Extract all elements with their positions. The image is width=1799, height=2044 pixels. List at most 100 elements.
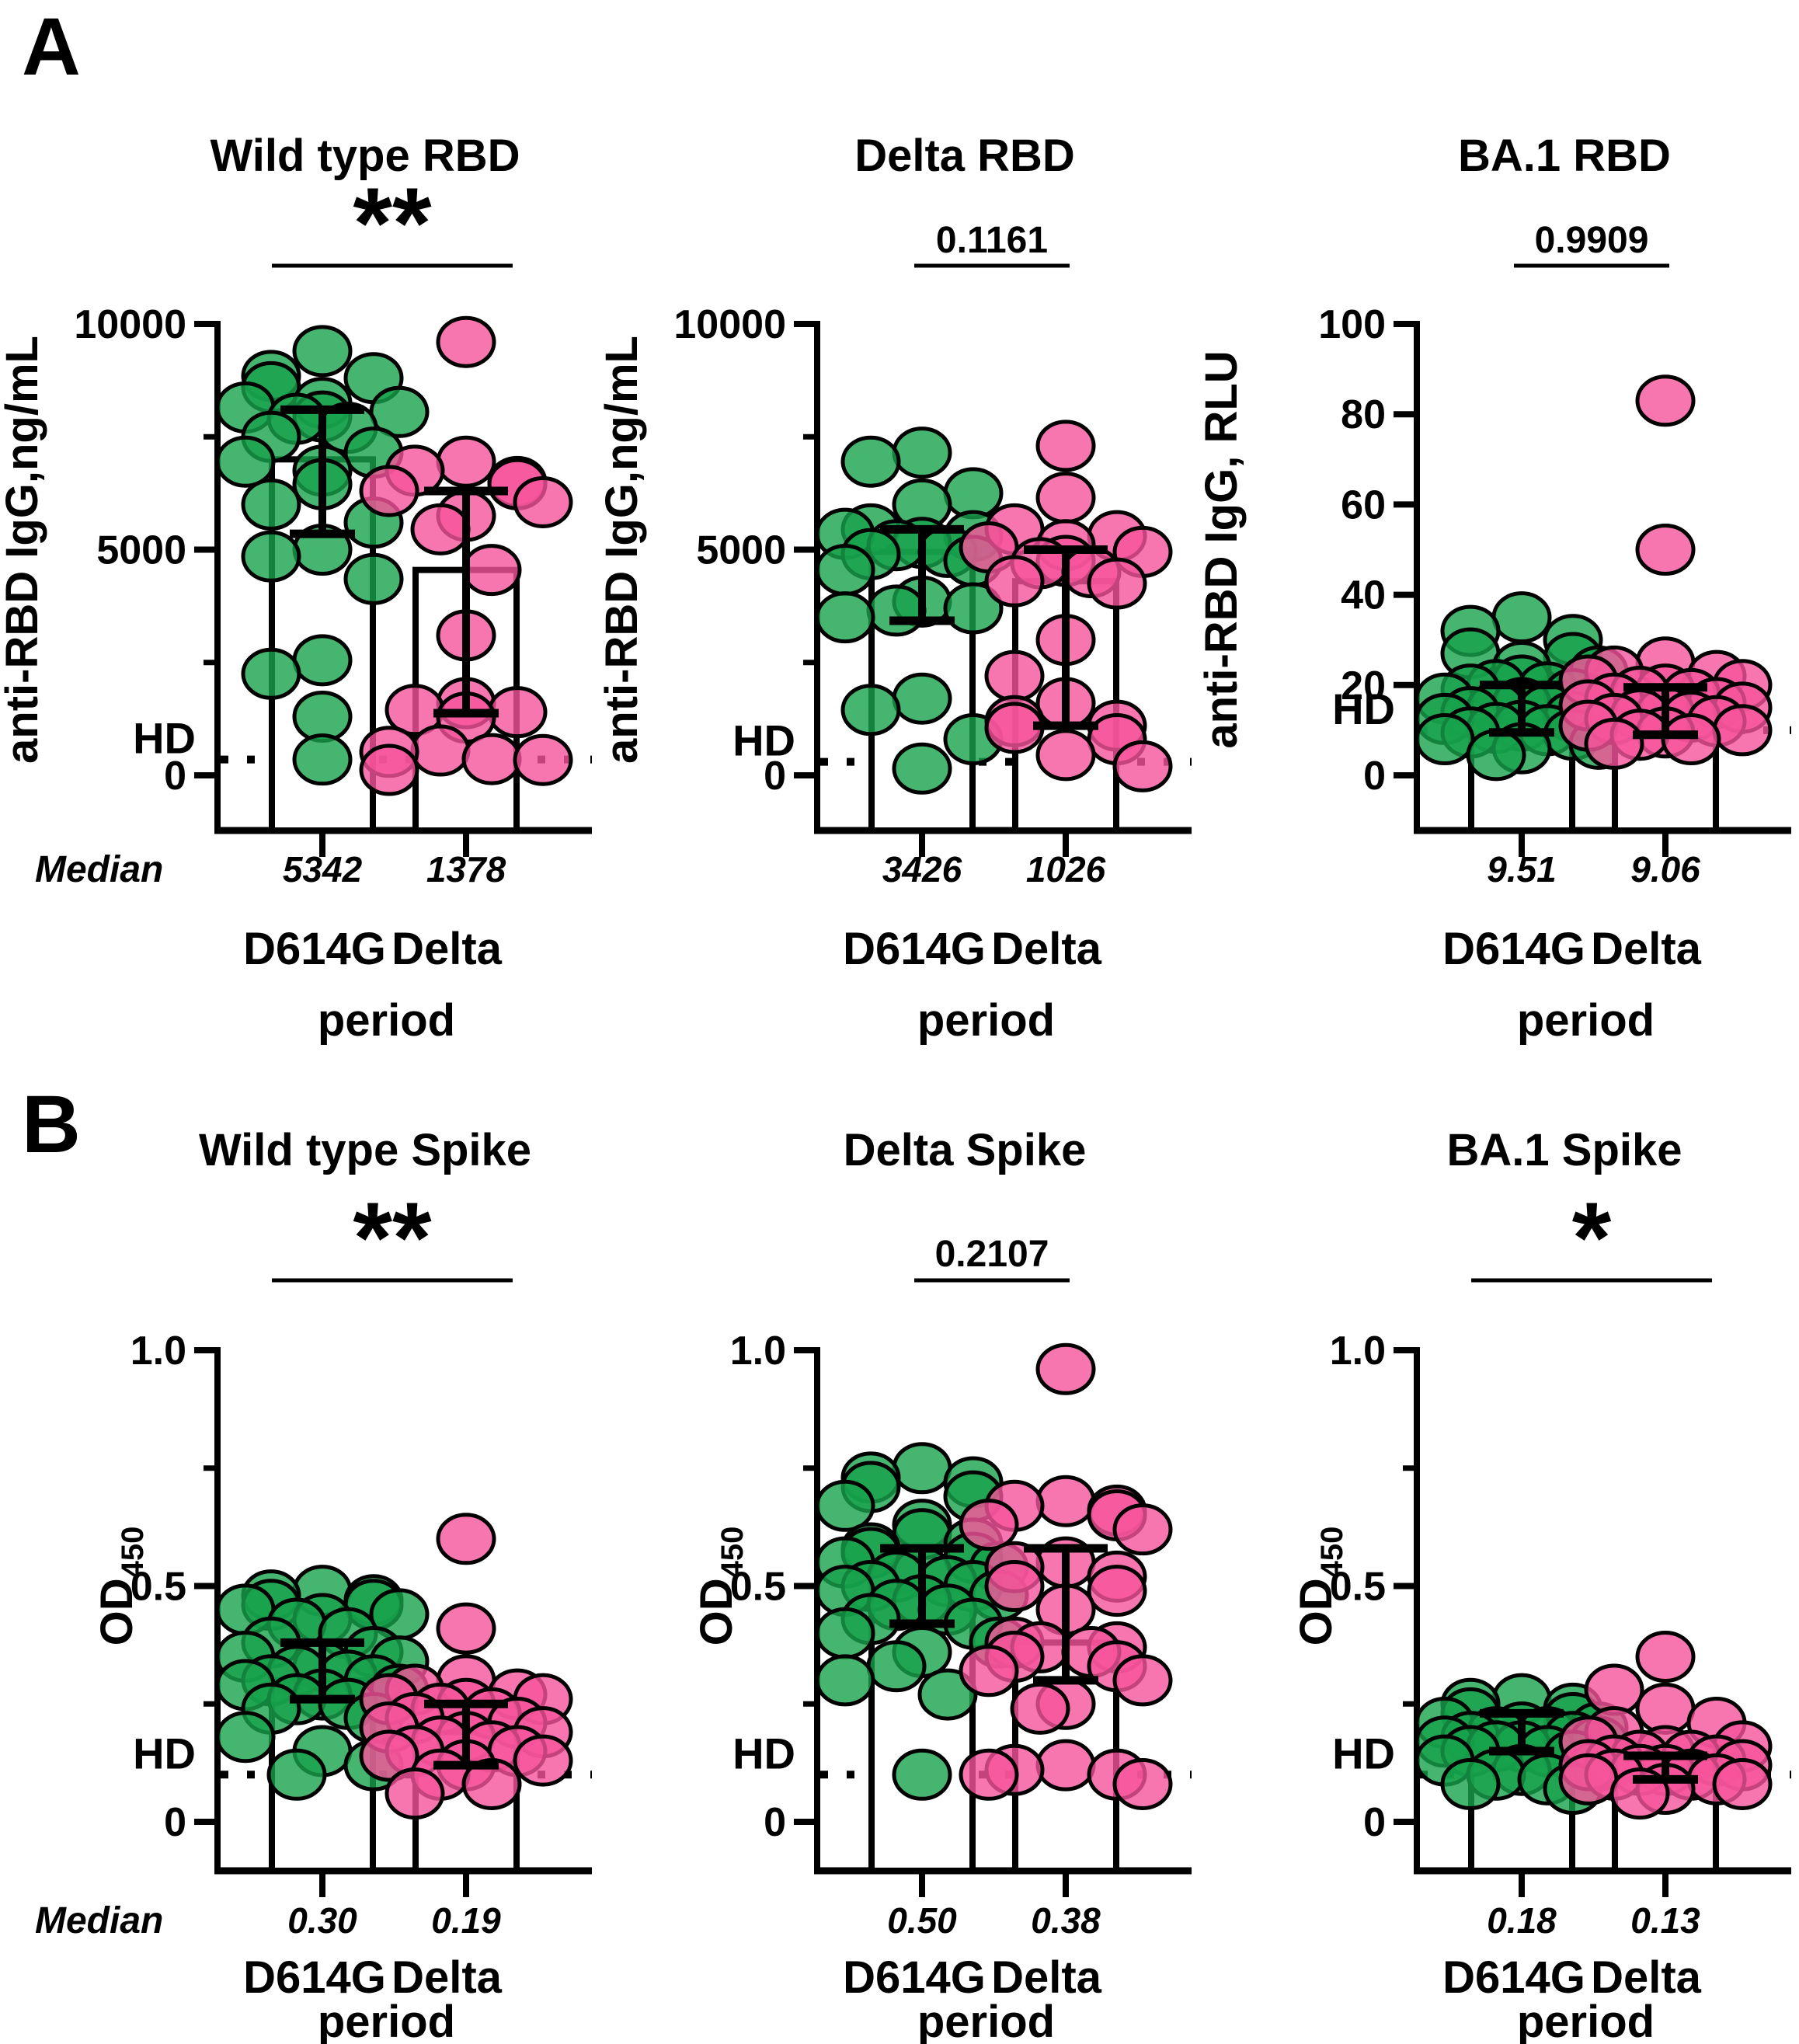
data-point — [892, 1442, 952, 1495]
median-value: 3426 — [882, 849, 962, 890]
error-bar — [280, 405, 364, 538]
y-tick-label: 5000 — [696, 528, 786, 573]
data-point — [292, 325, 353, 378]
data-point — [1584, 717, 1644, 770]
significance-label: ** — [353, 1181, 432, 1294]
period-label: period — [318, 1997, 455, 2044]
group-label: D614G — [243, 924, 386, 974]
data-point — [1635, 524, 1696, 576]
data-point — [436, 435, 496, 488]
data-point — [1035, 729, 1096, 782]
data-point — [513, 733, 573, 786]
period-label: period — [318, 995, 455, 1046]
data-point — [461, 1757, 522, 1810]
hd-label: HD — [1332, 1729, 1395, 1778]
median-value: 1026 — [1026, 849, 1106, 890]
y-tick-label: 80 — [1341, 392, 1386, 437]
group-label: D614G — [843, 924, 986, 974]
data-point — [1035, 1475, 1096, 1527]
y-tick-label: 1.0 — [1330, 1328, 1386, 1374]
y-axis-label: anti-RBD IgG, RLU — [1199, 350, 1247, 748]
group-label: Delta — [1591, 1952, 1702, 2003]
error-bar — [424, 486, 508, 718]
plot-title: Delta RBD — [854, 131, 1075, 181]
data-point — [815, 591, 875, 644]
group-label: D614G — [843, 1952, 986, 2003]
hd-label: HD — [133, 1729, 196, 1778]
y-tick-label: 0 — [1363, 1800, 1386, 1845]
data-point — [1112, 1503, 1173, 1556]
median-value: 0.18 — [1487, 1900, 1557, 1941]
data-point — [292, 733, 353, 786]
median-value: 0.50 — [887, 1900, 957, 1941]
data-point — [241, 647, 301, 700]
median-word: Median — [35, 849, 163, 890]
data-point — [1087, 1565, 1147, 1617]
data-point — [1661, 713, 1721, 766]
panel-a-label: A — [22, 2, 81, 92]
data-point — [292, 634, 353, 687]
y-tick-label: 10000 — [673, 302, 786, 347]
median-value: 0.13 — [1630, 1900, 1700, 1941]
data-point — [1466, 729, 1526, 782]
data-point — [984, 555, 1045, 608]
data-point — [436, 315, 496, 368]
group-label: D614G — [243, 1952, 386, 2003]
data-point — [1035, 1739, 1096, 1792]
group-label: D614G — [1442, 924, 1585, 974]
data-point — [943, 582, 1004, 635]
error-bar — [880, 1544, 964, 1628]
median-value: 5342 — [283, 849, 363, 890]
data-point — [1712, 704, 1773, 757]
data-point — [892, 742, 952, 795]
significance-label: 0.1161 — [936, 220, 1048, 261]
data-point — [840, 435, 901, 488]
hd-label: HD — [133, 714, 196, 763]
data-point — [959, 1499, 1019, 1551]
data-points — [359, 1513, 573, 1820]
data-point — [359, 465, 419, 517]
data-point — [840, 684, 901, 736]
data-point — [359, 1729, 419, 1782]
error-bar — [424, 1699, 508, 1770]
plot-title: Wild type RBD — [210, 131, 520, 181]
significance-label: 0.2107 — [935, 1234, 1049, 1275]
data-point — [410, 724, 471, 777]
data-point — [892, 1748, 952, 1801]
data-point — [917, 1668, 978, 1721]
data-point — [385, 1767, 445, 1820]
median-value: 0.38 — [1031, 1900, 1101, 1941]
data-point — [1087, 557, 1147, 610]
error-bar — [1024, 1544, 1108, 1685]
group-label: Delta — [391, 1952, 503, 2003]
plot-ba-1-spike: BA.1 Spike*OD45000.51.0HD0.18D614G0.13De… — [1291, 1125, 1791, 2044]
significance-label: ** — [353, 166, 432, 280]
median-value: 9.06 — [1630, 849, 1700, 890]
data-point — [461, 733, 522, 785]
data-points — [1558, 374, 1773, 770]
data-point — [1035, 472, 1096, 524]
plot-title: Wild type Spike — [199, 1125, 531, 1175]
error-bar — [1480, 681, 1564, 737]
median-value: 0.19 — [431, 1900, 501, 1941]
data-point — [984, 1560, 1045, 1612]
group-label: Delta — [991, 924, 1102, 974]
data-point — [1635, 1631, 1696, 1684]
data-point — [815, 1607, 875, 1659]
data-point — [1112, 740, 1173, 792]
data-point — [241, 478, 301, 531]
y-axis-label: anti-RBD IgG,ng/mL — [600, 336, 647, 764]
data-point — [892, 672, 952, 725]
y-tick-label: 0.5 — [730, 1565, 786, 1610]
y-tick-label: 1.0 — [130, 1328, 186, 1374]
data-point — [1414, 713, 1475, 766]
group-label: Delta — [1591, 924, 1702, 974]
plot-wild-type-rbd: Wild type RBD** anti-RBD IgG,ng/mL 0 5000 10… — [0, 131, 592, 1046]
y-tick-label: 0 — [1363, 754, 1386, 799]
error-bar — [1480, 1708, 1564, 1756]
data-point — [866, 1640, 927, 1693]
significance-label: 0.9909 — [1535, 220, 1649, 261]
y-axis-label: anti-RBD IgG,ng/mL — [0, 336, 47, 764]
data-point — [215, 435, 276, 488]
group-label: Delta — [391, 924, 503, 974]
